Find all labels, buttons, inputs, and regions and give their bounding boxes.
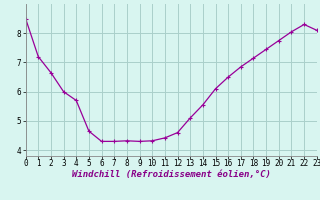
X-axis label: Windchill (Refroidissement éolien,°C): Windchill (Refroidissement éolien,°C) (72, 170, 271, 179)
